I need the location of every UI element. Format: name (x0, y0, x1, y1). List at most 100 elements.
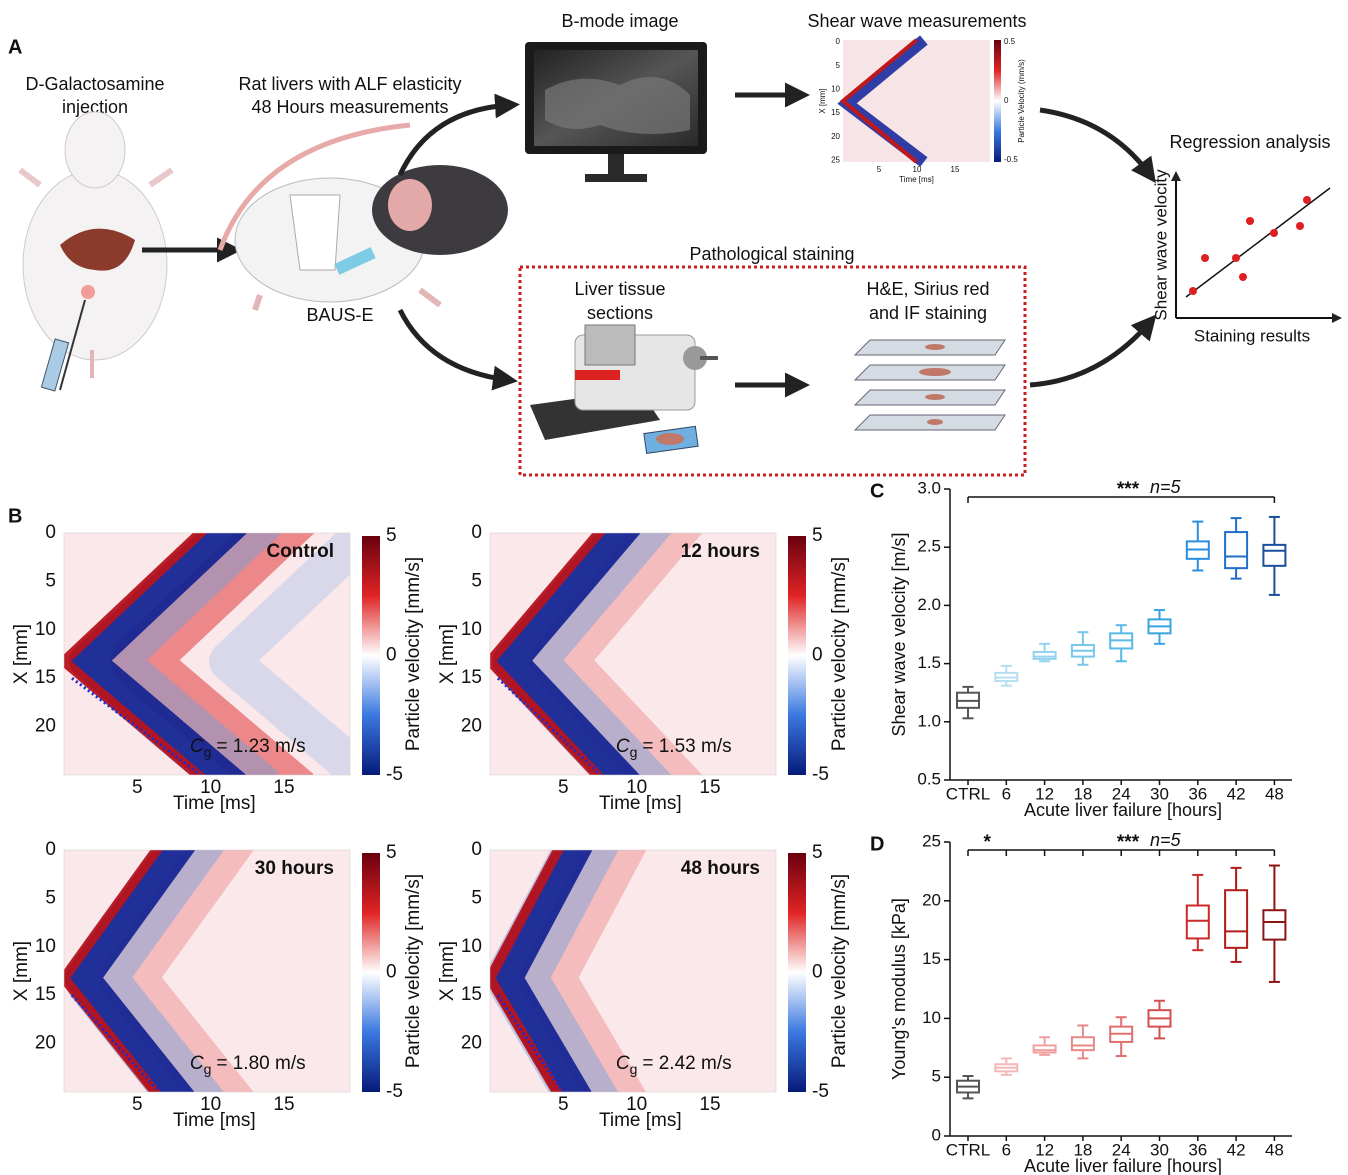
y-tick-label: 1.5 (917, 653, 941, 672)
axis-label: Particle velocity [mm/s] (829, 874, 850, 1068)
y-tick-label: 5 (471, 570, 482, 591)
y-tick-label: 10 (461, 936, 482, 957)
plot-title: Control (266, 541, 334, 562)
x-tick-label: 12 (1035, 1140, 1054, 1159)
plot-title: 30 hours (255, 858, 334, 879)
x-tick-label: 5 (558, 777, 569, 798)
box (1225, 532, 1247, 568)
axis-label: Time [ms] (599, 1110, 682, 1131)
caption: Pathological staining (689, 244, 854, 264)
caption: sections (587, 303, 653, 323)
x-tick-label: 42 (1227, 1140, 1246, 1159)
axis-label: Time [ms] (899, 175, 934, 184)
axis-label: Particle velocity [mm/s] (403, 557, 424, 751)
box (1263, 545, 1285, 566)
y-tick-label: 20 (461, 716, 482, 737)
colorbar-tick-label: -0.5 (1004, 155, 1018, 164)
panel-b: 0510152051015Time [ms]X [mm]50-5Particle… (11, 513, 850, 1131)
box (1225, 890, 1247, 948)
y-tick-label: 0 (471, 522, 482, 543)
caption: Shear wave measurements (807, 11, 1026, 31)
colorbar-tick-label: 0 (812, 962, 823, 983)
x-tick-label: 10 (913, 165, 922, 174)
axis-label: Particle Velocity (mm/s) (1017, 59, 1026, 143)
plot-title: 12 hours (681, 541, 760, 562)
box (1263, 910, 1285, 939)
plot-title: 48 hours (681, 858, 760, 879)
axis-label: Staining results (1194, 326, 1310, 345)
caption: and IF staining (869, 303, 987, 323)
axis-label: Particle velocity [mm/s] (403, 874, 424, 1068)
y-tick-label: 15 (831, 108, 840, 117)
y-tick-label: 5 (932, 1067, 941, 1086)
axis-label: Young's modulus [kPa] (889, 898, 909, 1080)
colorbar-tick-label: 0 (386, 962, 397, 983)
y-tick-label: 20 (461, 1033, 482, 1054)
box (1187, 906, 1209, 939)
y-tick-label: 20 (831, 132, 840, 141)
x-tick-label: 42 (1227, 784, 1246, 803)
figure: A D-Galactosamine injection Rat livers w… (0, 0, 1348, 1175)
y-tick-label: 5 (45, 570, 56, 591)
shear-plot: 0510152025510150.50-0.5X [mm]Time [ms]Pa… (818, 37, 1026, 184)
y-tick-label: 2.0 (917, 595, 941, 614)
y-tick-label: 25 (831, 155, 840, 164)
x-tick-label: 5 (132, 1094, 143, 1115)
y-tick-label: 0.5 (917, 769, 941, 788)
x-tick-label: 30 (1150, 784, 1169, 803)
x-tick-label: 12 (1035, 784, 1054, 803)
caption: Regression analysis (1169, 132, 1330, 152)
x-tick-label: 15 (699, 1094, 720, 1115)
y-tick-label: 15 (461, 984, 482, 1005)
box (1034, 652, 1056, 659)
x-tick-label: 15 (699, 777, 720, 798)
significance-label: *** (1117, 479, 1140, 500)
velocity-value: = 1.23 m/s (216, 736, 305, 757)
x-tick-label: 6 (1002, 1140, 1011, 1159)
y-tick-label: 25 (922, 831, 941, 850)
y-tick-label: 0 (45, 839, 56, 860)
velocity-subscript: g (204, 744, 212, 760)
significance-label: *** (1117, 832, 1140, 853)
axis-label: X [mm] (11, 624, 32, 684)
sample-size: n=5 (1150, 477, 1182, 497)
x-tick-label: 24 (1112, 1140, 1131, 1159)
monitor-illustration (525, 42, 707, 182)
y-tick-label: 0 (45, 522, 56, 543)
x-tick-label: CTRL (946, 784, 990, 803)
velocity-symbol: C (190, 1053, 204, 1074)
y-tick-label: 2.5 (917, 537, 941, 556)
caption: Liver tissue (574, 279, 665, 299)
velocity-value: = 1.80 m/s (216, 1053, 305, 1074)
axis-label: X [mm] (11, 941, 32, 1001)
y-tick-label: 20 (35, 716, 56, 737)
y-tick-label: 20 (922, 890, 941, 909)
caption: 48 Hours measurements (251, 97, 448, 117)
y-tick-label: 10 (831, 84, 840, 93)
velocity-subscript: g (630, 1061, 638, 1077)
velocity-symbol: C (616, 1053, 630, 1074)
x-tick-label: 18 (1073, 784, 1092, 803)
x-tick-label: 6 (1002, 784, 1011, 803)
axis-label: X [mm] (437, 624, 458, 684)
x-tick-label: 15 (273, 777, 294, 798)
y-tick-label: 0 (932, 1125, 941, 1144)
sample-size: n=5 (1150, 830, 1182, 850)
regression-illustration (1176, 175, 1338, 318)
box (1034, 1045, 1056, 1052)
panel-label: C (870, 480, 884, 502)
panel-label: D (870, 833, 884, 855)
y-tick-label: 5 (471, 887, 482, 908)
x-tick-label: 15 (273, 1094, 294, 1115)
caption: B-mode image (561, 11, 678, 31)
colorbar-tick-label: 5 (386, 842, 397, 863)
y-tick-label: 10 (461, 619, 482, 640)
y-tick-label: 5 (45, 887, 56, 908)
x-tick-label: 5 (877, 165, 882, 174)
velocity-subscript: g (630, 744, 638, 760)
x-tick-label: 30 (1150, 1140, 1169, 1159)
panel-a: A D-Galactosamine injection Rat livers w… (8, 11, 1338, 475)
x-tick-label: 5 (132, 777, 143, 798)
velocity-subscript: g (204, 1061, 212, 1077)
y-tick-label: 15 (922, 949, 941, 968)
